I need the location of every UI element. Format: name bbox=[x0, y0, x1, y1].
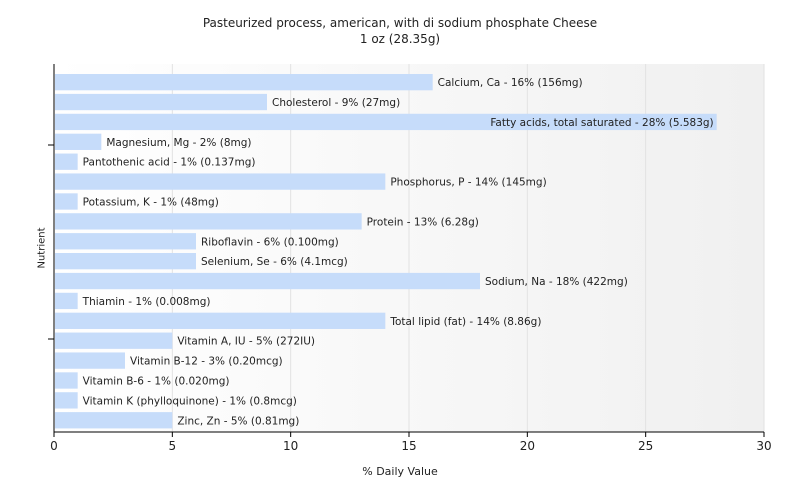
chart-subtitle: 1 oz (28.35g) bbox=[359, 32, 441, 46]
bar bbox=[55, 173, 386, 190]
x-axis-label: % Daily Value bbox=[362, 465, 438, 478]
bar bbox=[55, 332, 173, 349]
bar bbox=[55, 133, 102, 150]
bar bbox=[55, 93, 267, 111]
bar bbox=[55, 113, 717, 131]
data-label: Calcium, Ca - 16% (156mg) bbox=[438, 77, 583, 89]
bar bbox=[55, 74, 433, 91]
x-tick-label: 15 bbox=[401, 439, 416, 453]
data-label: Cholesterol - 9% (27mg) bbox=[272, 97, 400, 109]
bar bbox=[55, 233, 196, 250]
data-label: Potassium, K - 1% (48mg) bbox=[83, 196, 219, 208]
data-label: Thiamin - 1% (0.008mg) bbox=[82, 296, 211, 308]
data-label: Selenium, Se - 6% (4.1mcg) bbox=[201, 256, 348, 268]
bar bbox=[55, 193, 78, 210]
x-tick-label: 25 bbox=[638, 439, 653, 453]
x-tick-label: 20 bbox=[520, 439, 535, 453]
bar bbox=[55, 292, 78, 310]
bar bbox=[55, 352, 125, 369]
x-tick-label: 0 bbox=[50, 439, 58, 453]
bar bbox=[55, 312, 386, 329]
data-label: Sodium, Na - 18% (422mg) bbox=[485, 276, 628, 288]
bar bbox=[55, 153, 78, 170]
bar bbox=[55, 392, 78, 409]
bar bbox=[55, 253, 196, 270]
chart-title: Pasteurized process, american, with di s… bbox=[202, 16, 598, 30]
bar bbox=[55, 213, 362, 230]
y-axis-label: Nutrient bbox=[36, 227, 48, 269]
x-tick-label: 30 bbox=[756, 439, 771, 453]
bar bbox=[55, 372, 78, 389]
data-label: Phosphorus, P - 14% (145mg) bbox=[390, 177, 546, 189]
data-label: Fatty acids, total saturated - 28% (5.58… bbox=[490, 117, 713, 129]
data-label: Total lipid (fat) - 14% (8.86g) bbox=[389, 316, 541, 328]
x-tick-label: 5 bbox=[169, 439, 177, 453]
data-label: Riboflavin - 6% (0.100mg) bbox=[201, 236, 339, 248]
data-label: Pantothenic acid - 1% (0.137mg) bbox=[83, 157, 256, 169]
data-label: Magnesium, Mg - 2% (8mg) bbox=[106, 137, 251, 149]
x-tick-label: 10 bbox=[283, 439, 298, 453]
data-label: Vitamin B-12 - 3% (0.20mcg) bbox=[130, 356, 283, 368]
data-label: Zinc, Zn - 5% (0.81mg) bbox=[177, 415, 299, 427]
bar bbox=[55, 272, 480, 290]
data-label: Protein - 13% (6.28g) bbox=[367, 216, 479, 228]
data-label: Vitamin K (phylloquinone) - 1% (0.8mcg) bbox=[83, 395, 297, 407]
data-label: Vitamin B-6 - 1% (0.020mg) bbox=[83, 375, 230, 387]
data-label: Vitamin A, IU - 5% (272IU) bbox=[177, 336, 315, 348]
bar bbox=[55, 412, 173, 429]
